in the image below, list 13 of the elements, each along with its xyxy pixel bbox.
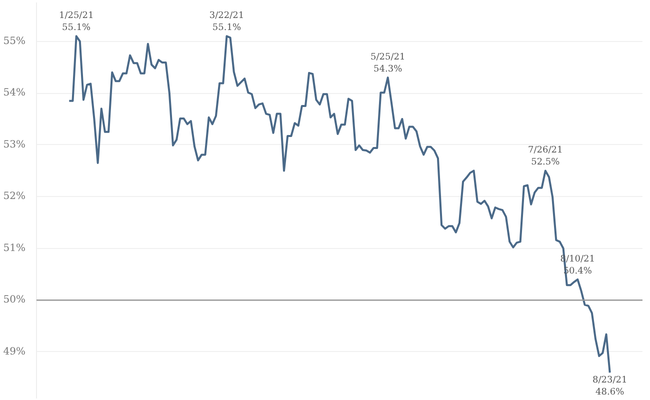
data-label: 3/22/21 55.1% [209,11,244,34]
y-tick-label: 53% [3,139,26,150]
y-tick-label: 51% [3,242,26,254]
y-tick-label: 54% [3,88,26,99]
y-tick-label: 52% [3,191,26,202]
line-series [68,35,611,374]
data-label: 1/25/21 55.1% [58,11,94,34]
data-label: 7/26/21 52.5% [528,146,563,168]
y-tick-label: 50% [3,294,26,306]
y-tick-label: 49% [3,346,26,358]
data-label: 5/25/21 54.3% [370,52,406,75]
y-tick-label: 55% [3,36,26,47]
data-label: 8/23/21 48.6% [592,376,628,398]
